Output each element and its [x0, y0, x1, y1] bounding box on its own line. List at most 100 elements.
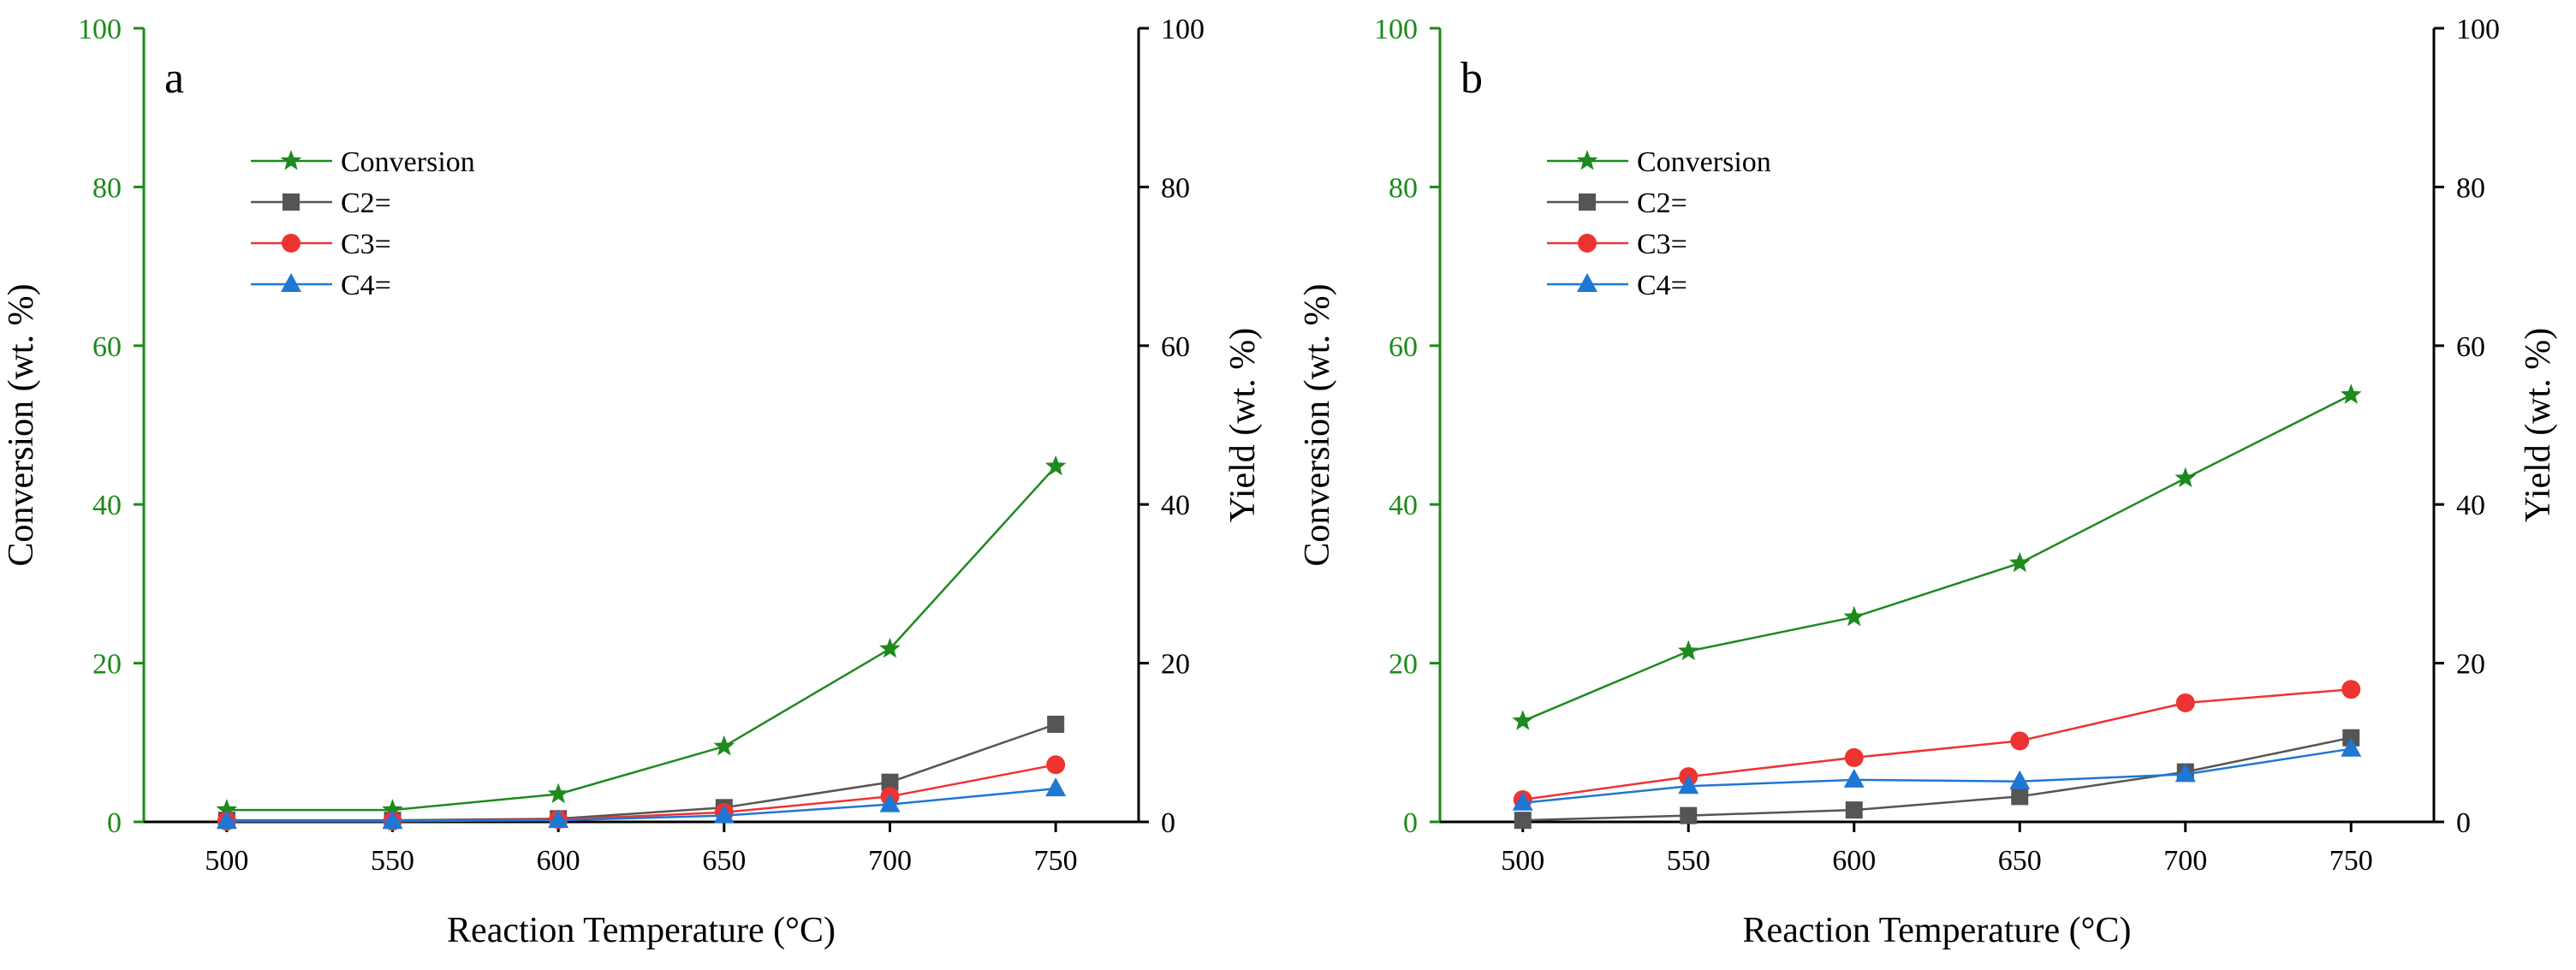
x-tick-label: 550 — [371, 845, 414, 877]
data-point-c3 — [2341, 680, 2361, 699]
data-point-c3 — [1844, 747, 1864, 767]
legend-marker-c3 — [282, 234, 300, 253]
data-point-c3 — [1046, 755, 1066, 775]
legend-marker-c2 — [1579, 193, 1596, 211]
legend-label-c4: C4= — [1637, 270, 1687, 301]
y-tick-label-right: 60 — [2456, 331, 2485, 363]
data-point-conversion — [1677, 640, 1699, 661]
legend-label-c2: C2= — [341, 187, 391, 219]
data-point-c4 — [1678, 775, 1699, 794]
y-tick-label-right: 20 — [1161, 649, 1190, 681]
data-point-conversion — [547, 783, 569, 804]
series-line-c4 — [1522, 747, 2352, 805]
x-tick-label: 550 — [1667, 845, 1710, 877]
legend-marker-c4 — [1577, 273, 1597, 292]
y-axis-title-left: Conversion (wt. %) — [1298, 283, 1337, 566]
x-tick-label: 750 — [1034, 845, 1078, 877]
y-tick-label-left: 80 — [92, 172, 122, 204]
y-tick-label-right: 40 — [2456, 490, 2485, 521]
series-c2 — [1514, 729, 2360, 830]
data-point-conversion — [713, 735, 735, 756]
x-axis-title: Reaction Temperature (°C) — [1743, 911, 2132, 950]
legend-marker-c4 — [281, 273, 301, 292]
series-c4 — [216, 777, 1067, 830]
data-point-c2 — [881, 773, 899, 791]
y-tick-label-left: 20 — [1389, 649, 1418, 681]
data-point-c4 — [548, 809, 569, 829]
data-point-c4 — [1512, 791, 1533, 811]
series-c3 — [1513, 680, 2361, 810]
y-tick-label-right: 40 — [1161, 490, 1190, 521]
x-tick-label: 750 — [2329, 845, 2373, 877]
data-point-c2 — [1047, 715, 1065, 733]
y-tick-label-right: 80 — [2456, 172, 2485, 204]
y-axis-title-right: Yield (wt. %) — [2519, 328, 2558, 522]
series-line-c2 — [226, 723, 1056, 822]
legend-label-c2: C2= — [1637, 187, 1687, 219]
y-tick-label-left: 40 — [92, 490, 122, 521]
y-tick-label-left: 100 — [78, 14, 122, 45]
data-point-conversion — [2340, 384, 2362, 404]
data-point-conversion — [1843, 605, 1865, 627]
legend: Conversion C2= C3= C4= — [1547, 146, 1771, 301]
y-tick-label-right: 100 — [2456, 14, 2500, 45]
data-point-c4 — [1045, 777, 1067, 797]
series-c4 — [1512, 737, 2362, 811]
data-point-c3 — [2175, 693, 2195, 712]
x-axis-title: Reaction Temperature (°C) — [447, 911, 836, 950]
y-tick-label-right: 0 — [2456, 807, 2471, 839]
legend-label-conversion: Conversion — [341, 146, 475, 178]
legend-marker-conversion — [280, 150, 302, 170]
legend-label-conversion: Conversion — [1637, 146, 1771, 178]
data-point-c3 — [2010, 731, 2030, 751]
data-point-c4 — [216, 810, 237, 830]
data-point-conversion — [216, 799, 238, 819]
data-point-c4 — [713, 804, 735, 824]
x-tick-label: 700 — [2163, 845, 2207, 877]
data-point-conversion — [1044, 455, 1067, 476]
x-tick-label: 600 — [1832, 845, 1876, 877]
data-point-conversion — [1512, 710, 1534, 730]
legend-label-c4: C4= — [341, 270, 391, 301]
data-point-c4 — [2174, 763, 2196, 783]
legend-marker-c3 — [1578, 234, 1597, 253]
data-point-c2 — [1514, 812, 1532, 830]
legend-label-c3: C3= — [341, 229, 391, 260]
panel-label: a — [164, 54, 184, 103]
y-tick-label-left: 0 — [1403, 807, 1418, 839]
data-point-conversion — [879, 637, 901, 658]
legend-label-c3: C3= — [1637, 229, 1687, 260]
data-point-c2 — [1845, 801, 1863, 819]
y-axis-title-right: Yield (wt. %) — [1223, 328, 1263, 522]
panel-a: 500 550 600 650 700 750 0 0 20 20 40 40 60 60 80 80 100 1… — [2, 14, 1263, 950]
y-tick-label-left: 60 — [92, 331, 122, 363]
panel-b: 500 550 600 650 700 750 0 0 20 20 40 40 60 60 80 80 100 1… — [1298, 14, 2558, 950]
legend-marker-conversion — [1576, 150, 1598, 170]
data-point-conversion — [2008, 551, 2031, 573]
series-line-conversion — [226, 465, 1057, 812]
y-tick-label-right: 100 — [1161, 14, 1205, 45]
y-tick-label-right: 60 — [1161, 331, 1190, 363]
panel-label: b — [1461, 54, 1483, 103]
x-tick-label: 500 — [205, 845, 248, 877]
y-axis-title-left: Conversion (wt. %) — [2, 283, 41, 566]
x-tick-label: 650 — [1998, 845, 2042, 877]
x-tick-label: 650 — [702, 845, 746, 877]
y-tick-label-right: 80 — [1161, 172, 1190, 204]
x-tick-label: 600 — [537, 845, 580, 877]
legend: Conversion C2= C3= C4= — [251, 146, 475, 301]
y-tick-label-left: 60 — [1389, 331, 1418, 363]
data-point-c4 — [382, 810, 403, 830]
series-conversion — [216, 455, 1067, 819]
data-point-c4 — [1843, 768, 1865, 788]
legend-marker-c2 — [283, 193, 300, 211]
series-c2 — [217, 715, 1065, 830]
x-tick-label: 700 — [868, 845, 912, 877]
y-tick-label-right: 0 — [1161, 807, 1175, 839]
data-point-c2 — [2011, 788, 2029, 806]
y-tick-label-left: 80 — [1389, 172, 1418, 204]
y-tick-label-left: 20 — [92, 649, 122, 681]
data-point-c4 — [879, 793, 901, 812]
data-point-c4 — [2341, 737, 2362, 757]
y-tick-label-left: 0 — [107, 807, 122, 839]
